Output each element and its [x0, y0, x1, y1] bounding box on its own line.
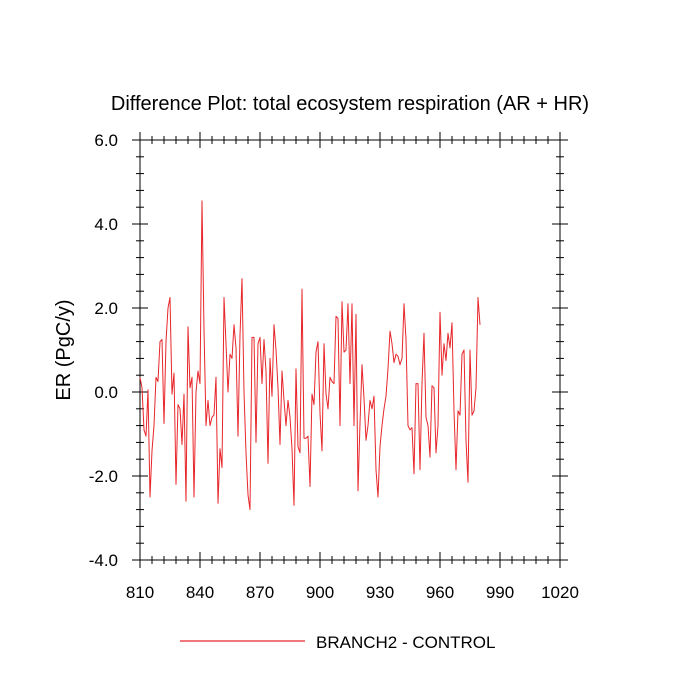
- plot-frame: [139, 139, 561, 561]
- x-tick-label: 1020: [541, 583, 579, 602]
- y-tick-label: 4.0: [94, 215, 118, 234]
- series-line: [139, 200, 481, 511]
- x-tick-label: 960: [426, 583, 454, 602]
- y-tick-label: 2.0: [94, 299, 118, 318]
- y-axis-label: ER (PgC/y): [53, 299, 75, 400]
- x-tick-label: 900: [306, 583, 334, 602]
- x-tick-labels: 810 840 870 900 930 960 990 1020: [126, 583, 579, 602]
- series-group: [139, 200, 481, 511]
- x-tick-label: 990: [486, 583, 514, 602]
- y-tick-label: -4.0: [89, 551, 118, 570]
- y-tick-label: 6.0: [94, 131, 118, 150]
- chart-title: Difference Plot: total ecosystem respira…: [111, 93, 589, 115]
- x-tick-label: 810: [126, 583, 154, 602]
- y-tick-label: -2.0: [89, 467, 118, 486]
- x-tick-label: 930: [366, 583, 394, 602]
- legend-label: BRANCH2 - CONTROL: [316, 633, 495, 652]
- axis-ticks: [132, 132, 568, 568]
- x-tick-label: 840: [186, 583, 214, 602]
- legend: BRANCH2 - CONTROL: [180, 633, 495, 652]
- x-tick-label: 870: [246, 583, 274, 602]
- y-tick-labels: -4.0 -2.0 0.0 2.0 4.0 6.0: [89, 131, 118, 570]
- y-tick-label: 0.0: [94, 383, 118, 402]
